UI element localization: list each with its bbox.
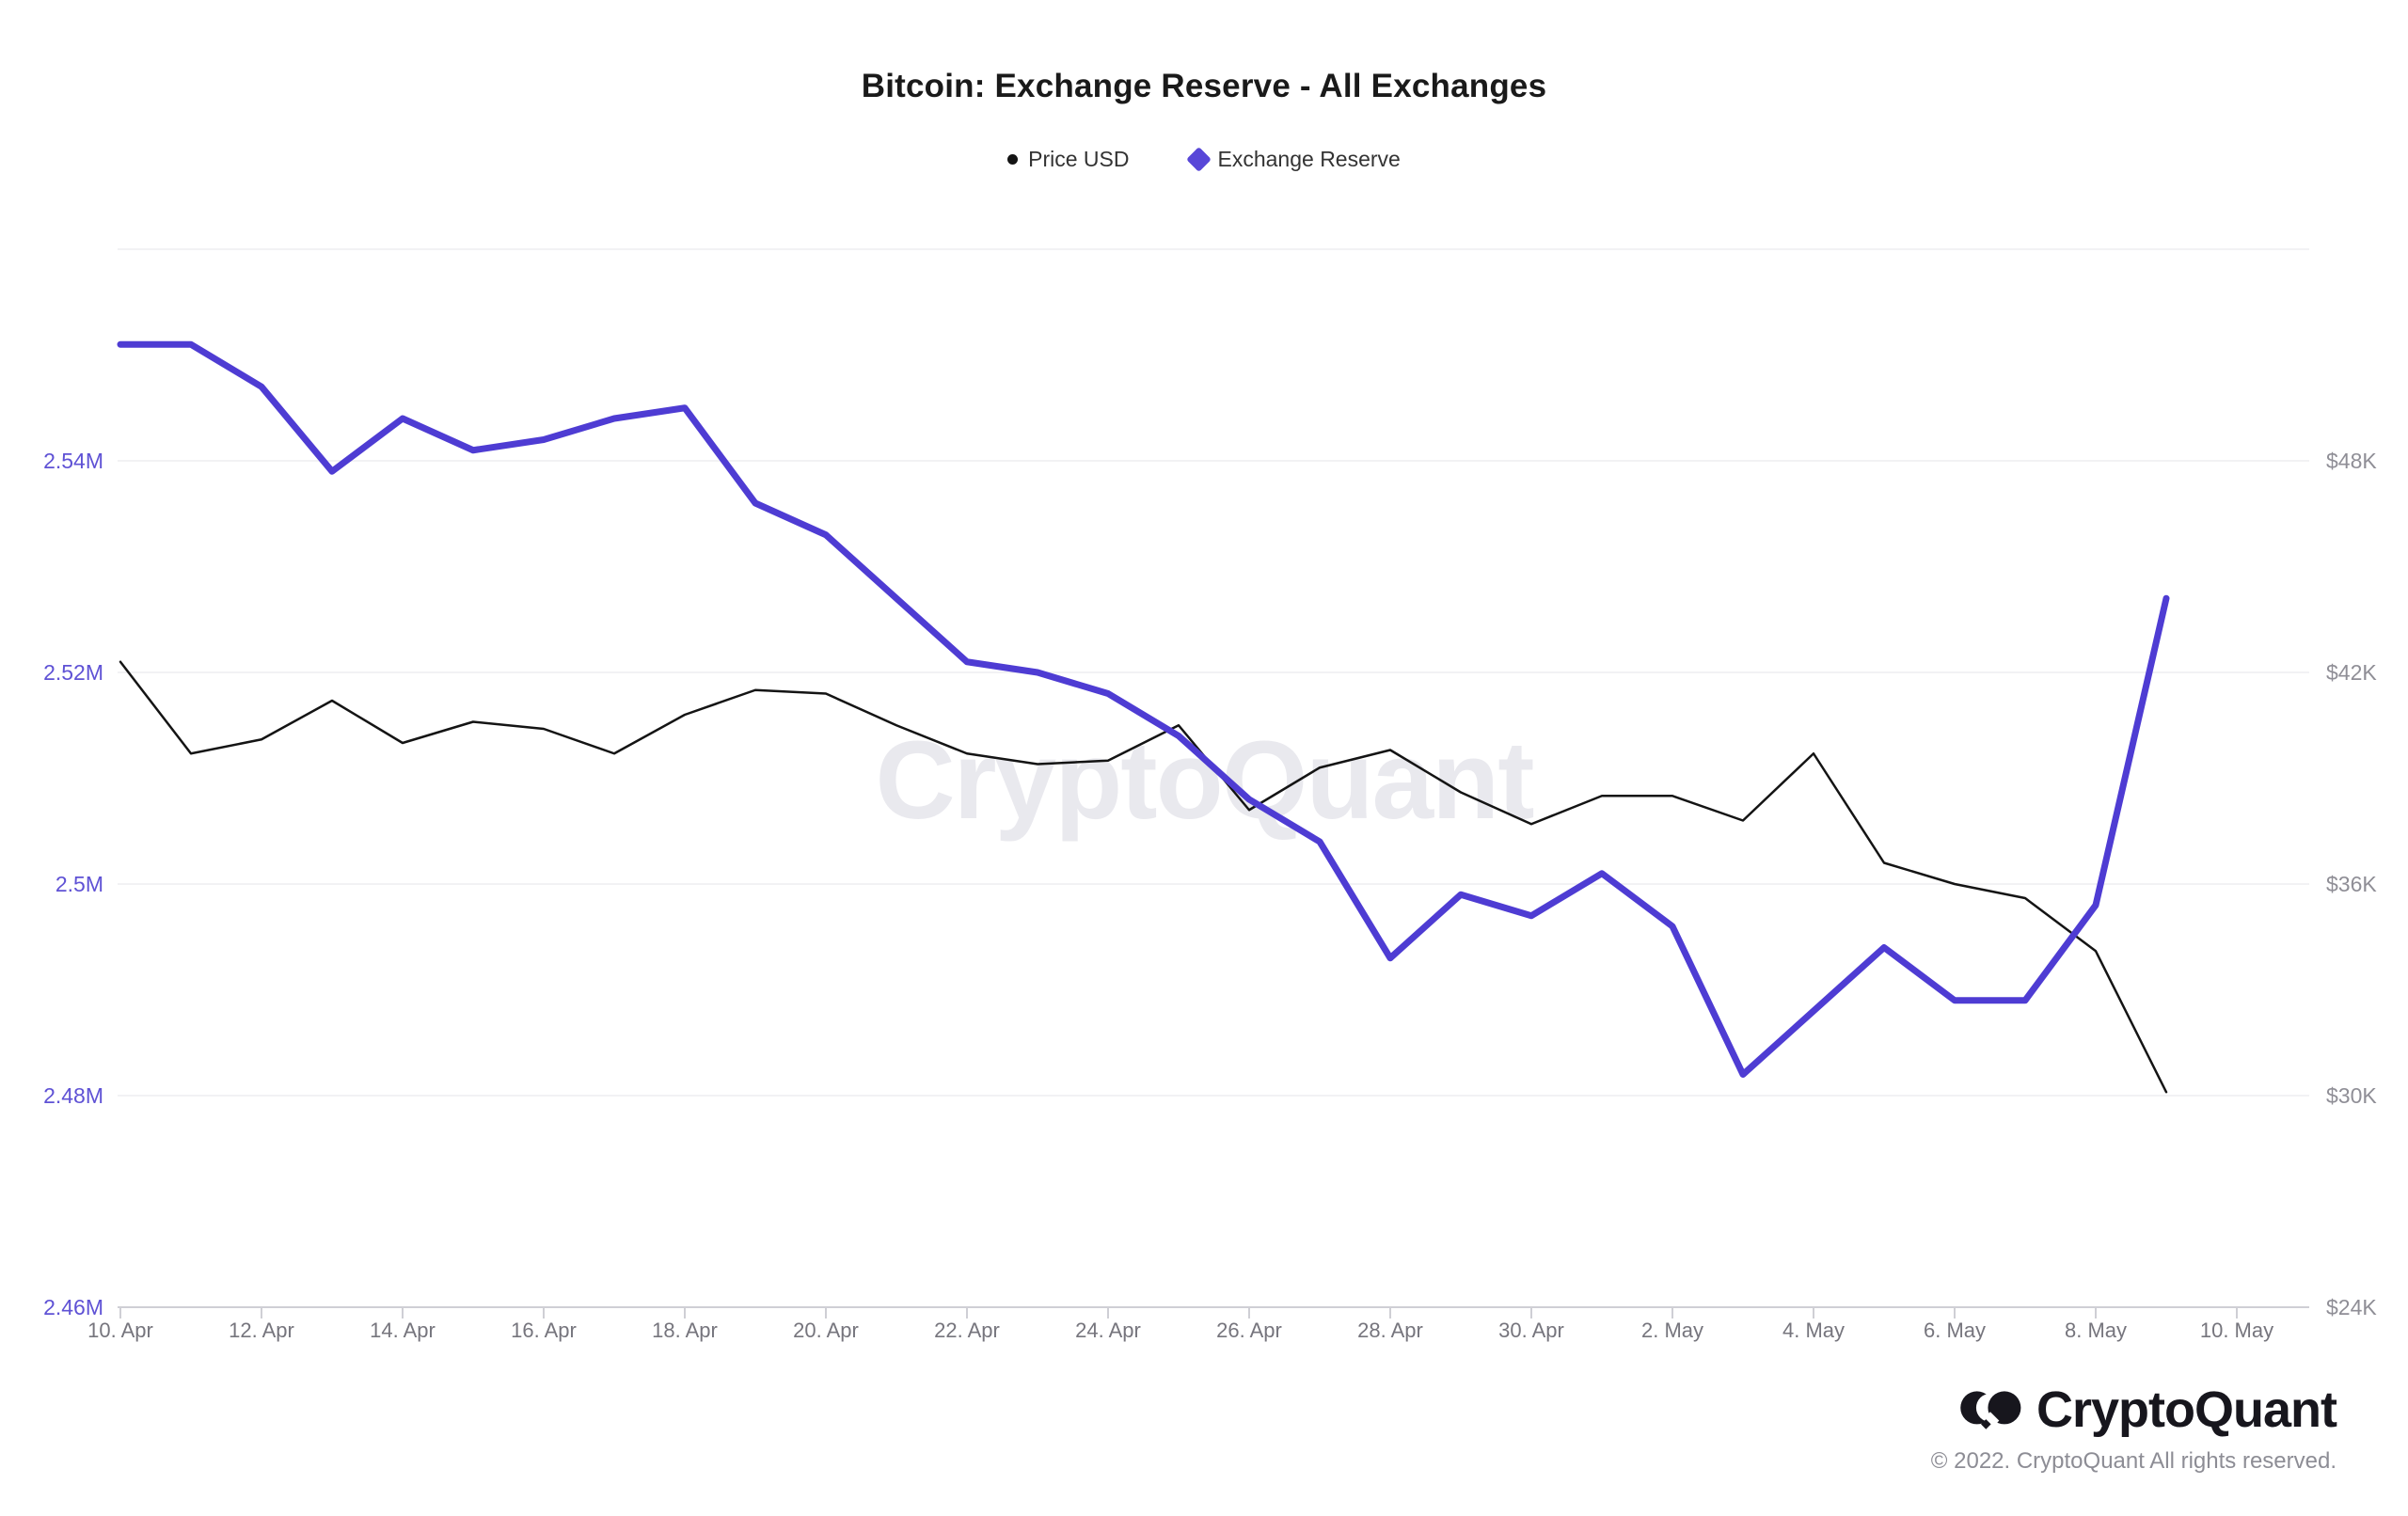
x-axis-label: 12. Apr	[229, 1319, 294, 1342]
y-axis-label-right: $48K	[2326, 449, 2377, 473]
cryptoquant-logo-text: CryptoQuant	[2036, 1382, 2337, 1438]
x-axis-label: 16. Apr	[511, 1319, 577, 1342]
footer: CryptoQuant © 2022. CryptoQuant All righ…	[1931, 1381, 2337, 1475]
x-axis-label: 2. May	[1640, 1319, 1704, 1342]
price-usd-line[interactable]	[119, 660, 2168, 1094]
legend-label-exchange-reserve: Exchange Reserve	[1217, 147, 1401, 171]
cryptoquant-watermark: CryptoQuant	[875, 719, 1534, 843]
y-axis-label-right: $24K	[2326, 1295, 2377, 1319]
x-axis-label: 14. Apr	[370, 1319, 436, 1342]
y-axis-label-right: $42K	[2326, 660, 2377, 685]
legend-item-exchange-reserve[interactable]: Exchange Reserve	[1185, 147, 1401, 172]
x-axis-label: 6. May	[1923, 1319, 1987, 1342]
x-axis-label: 18. Apr	[652, 1319, 718, 1342]
x-axis-label: 26. Apr	[1216, 1319, 1282, 1342]
cryptoquant-logo: CryptoQuant	[1931, 1381, 2337, 1439]
x-axis-label: 10. Apr	[87, 1319, 153, 1342]
y-axis-label-left: 2.54M	[43, 449, 103, 473]
x-axis-label: 4. May	[1782, 1319, 1846, 1342]
y-axis-label-left: 2.48M	[43, 1083, 103, 1108]
x-axis-label: 10. May	[2199, 1319, 2274, 1342]
y-axis-label-right: $36K	[2326, 872, 2377, 896]
x-axis-label: 22. Apr	[934, 1319, 1000, 1342]
x-axis-label: 28. Apr	[1357, 1319, 1423, 1342]
x-axis-label: 20. Apr	[793, 1319, 859, 1342]
x-axis-label: 24. Apr	[1075, 1319, 1141, 1342]
x-axis-label: 30. Apr	[1498, 1319, 1564, 1342]
x-axis-label: 8. May	[2064, 1319, 2128, 1342]
cryptoquant-logo-icon	[1960, 1391, 2021, 1429]
y-axis-label-right: $30K	[2326, 1083, 2377, 1108]
legend: Price USD Exchange Reserve	[0, 147, 2408, 172]
legend-item-price-usd[interactable]: Price USD	[1007, 147, 1130, 172]
exchange-reserve-line[interactable]	[117, 340, 2170, 1078]
legend-label-price-usd: Price USD	[1028, 147, 1130, 171]
copyright-text: © 2022. CryptoQuant All rights reserved.	[1930, 1448, 2337, 1474]
y-axis-label-left: 2.46M	[43, 1295, 103, 1319]
price-usd-dot-icon	[1007, 154, 1019, 165]
y-axis-label-left: 2.52M	[43, 660, 103, 685]
y-axis-label-left: 2.5M	[55, 872, 103, 896]
chart-title: Bitcoin: Exchange Reserve - All Exchange…	[861, 68, 1547, 104]
